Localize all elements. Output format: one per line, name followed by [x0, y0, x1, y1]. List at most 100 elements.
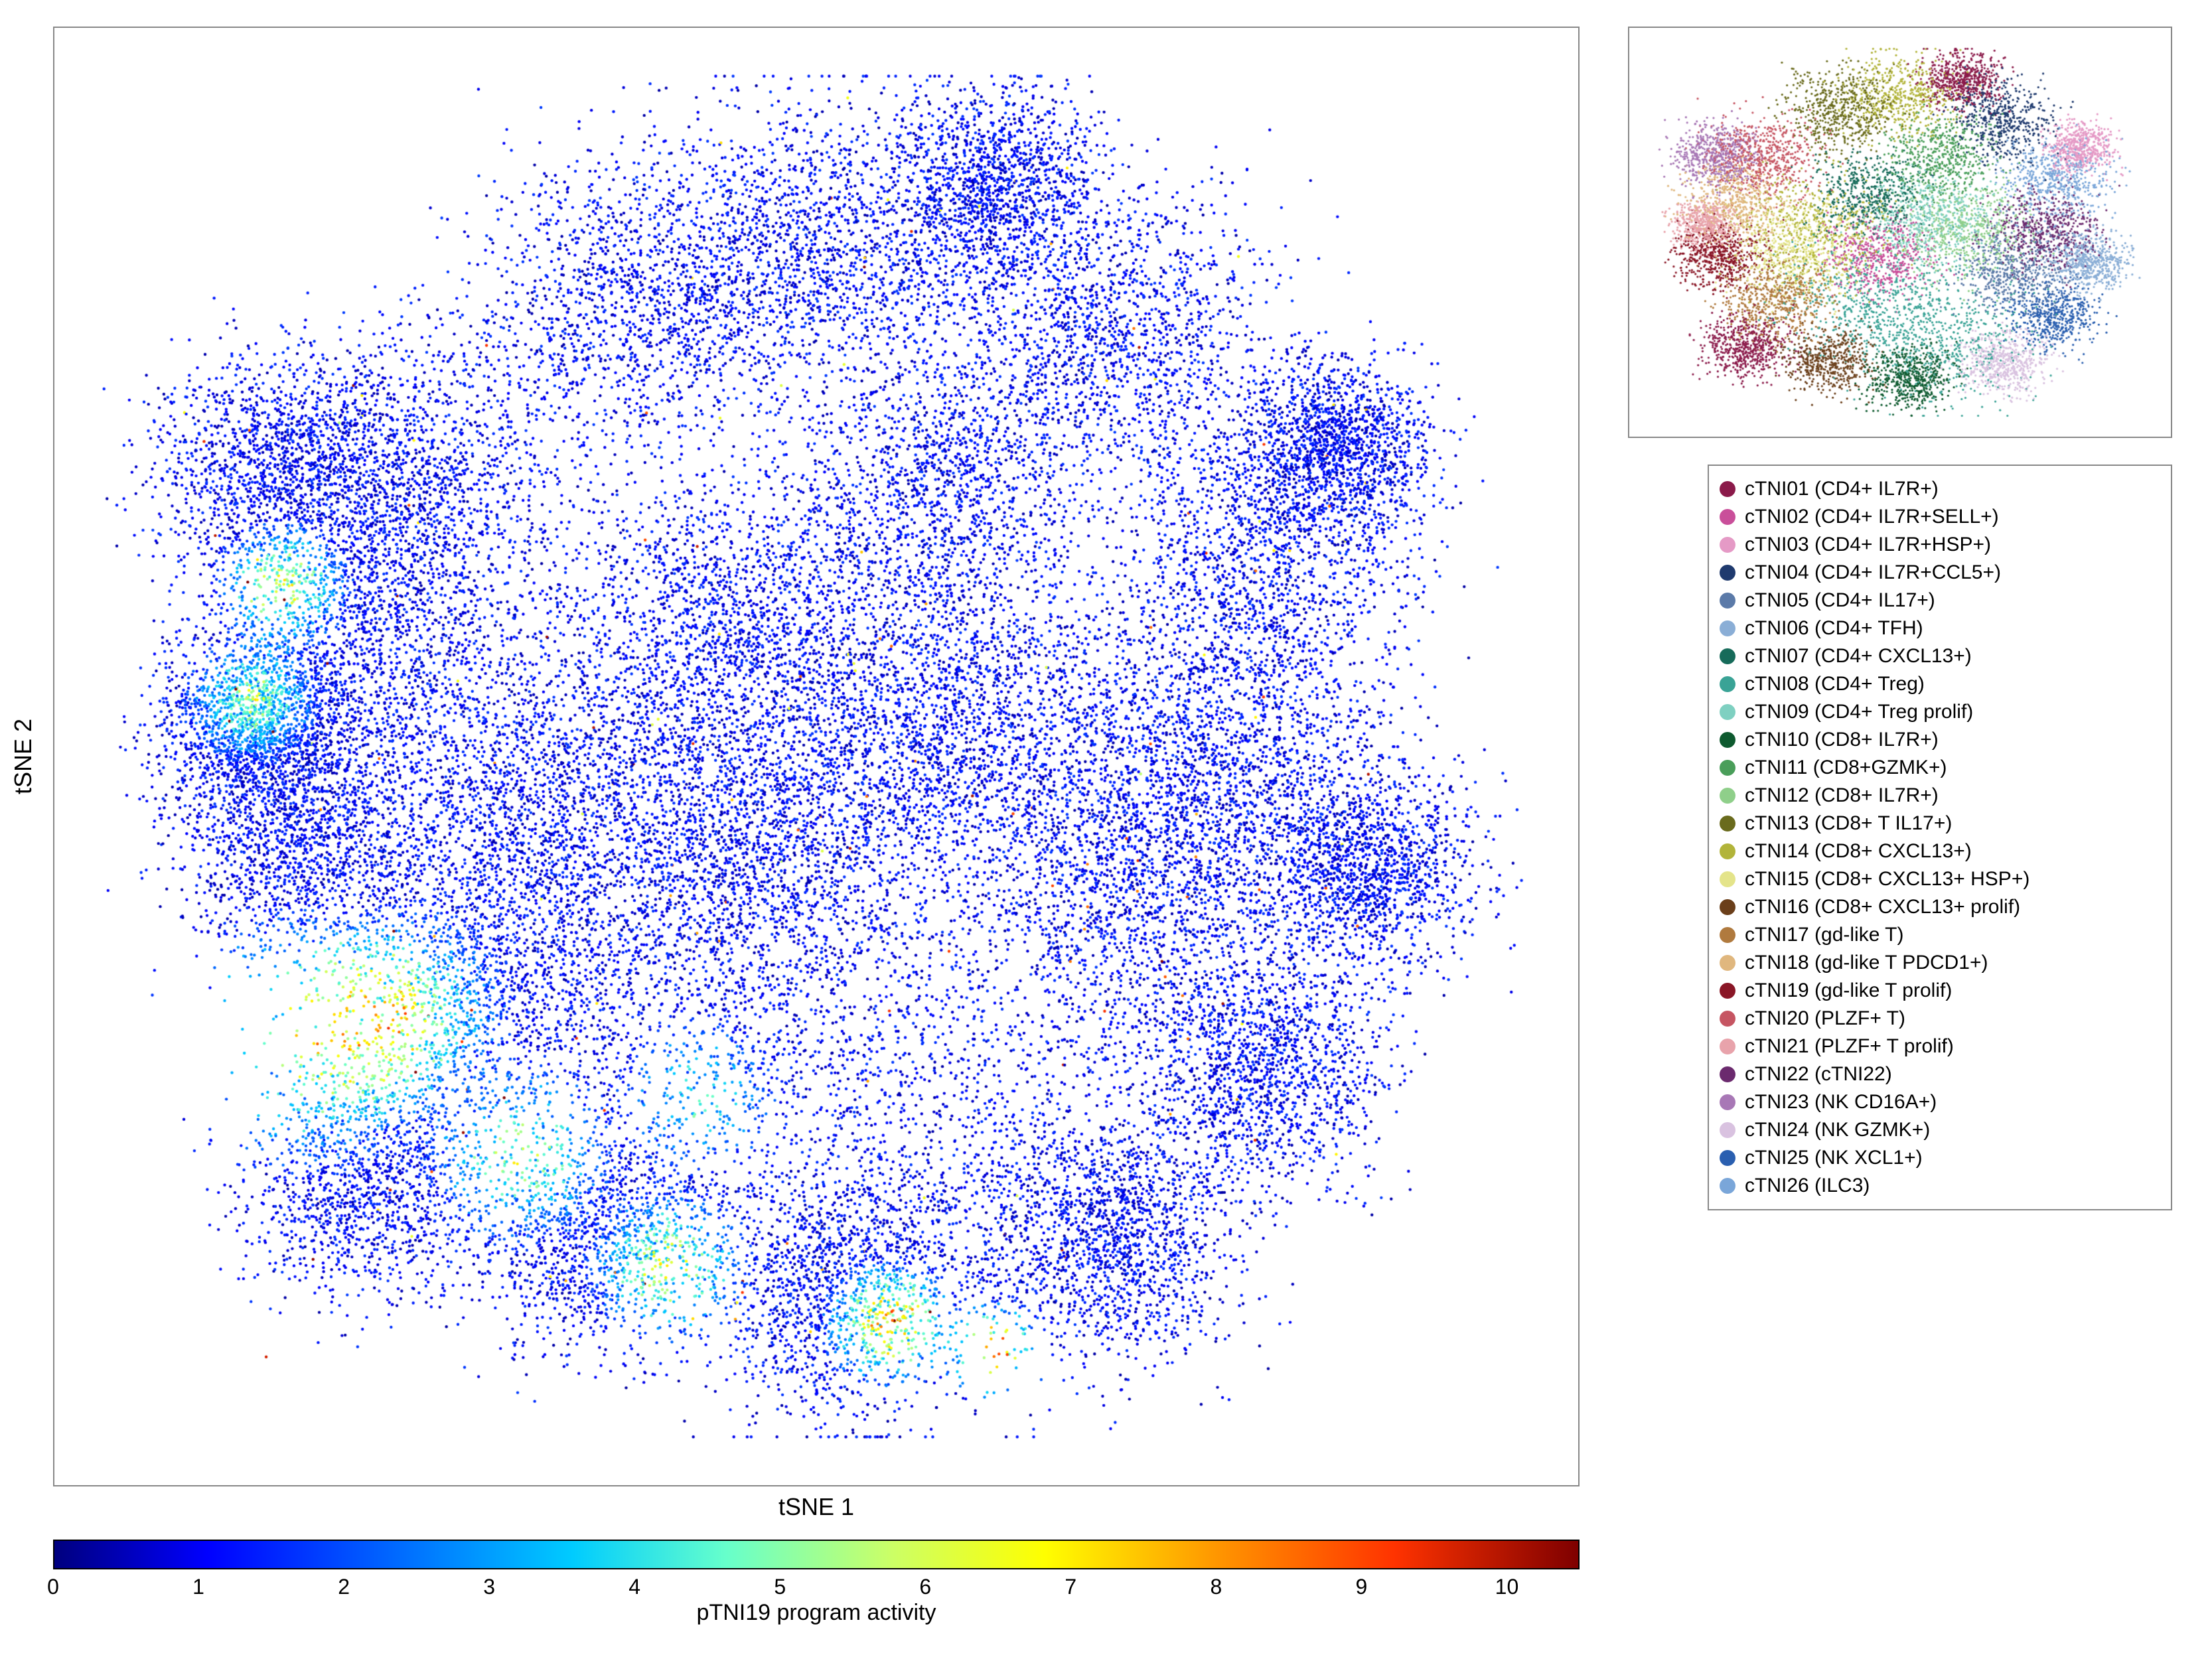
legend-item: cTNI15 (CD8+ CXCL13+ HSP+) [1720, 865, 2160, 893]
legend-label: cTNI11 (CD8+GZMK+) [1745, 757, 1947, 779]
legend-label: cTNI17 (gd-like T) [1745, 924, 1904, 946]
legend-item: cTNI02 (CD4+ IL7R+SELL+) [1720, 503, 2160, 531]
legend-item: cTNI13 (CD8+ T IL17+) [1720, 810, 2160, 837]
legend-label: cTNI07 (CD4+ CXCL13+) [1745, 645, 1972, 668]
legend-item: cTNI03 (CD4+ IL7R+HSP+) [1720, 531, 2160, 559]
legend-item: cTNI19 (gd-like T prolif) [1720, 977, 2160, 1005]
colorbar-gradient [53, 1540, 1580, 1569]
legend-swatch [1720, 620, 1735, 636]
colorbar-tick: 5 [774, 1575, 786, 1599]
legend-label: cTNI25 (NK XCL1+) [1745, 1147, 1923, 1169]
legend-label: cTNI24 (NK GZMK+) [1745, 1119, 1930, 1141]
legend-label: cTNI16 (CD8+ CXCL13+ prolif) [1745, 896, 2020, 918]
legend-swatch [1720, 760, 1735, 776]
colorbar-tick: 9 [1356, 1575, 1368, 1599]
colorbar-tick: 7 [1065, 1575, 1076, 1599]
legend-label: cTNI13 (CD8+ T IL17+) [1745, 812, 1952, 835]
legend-swatch [1720, 1094, 1735, 1110]
colorbar: 012345678910 pTNI19 program activity [53, 1540, 1580, 1632]
y-axis-label: tSNE 2 [7, 27, 40, 1486]
legend-swatch [1720, 843, 1735, 859]
legend-item: cTNI26 (ILC3) [1720, 1172, 2160, 1200]
legend-swatch [1720, 481, 1735, 497]
legend-item: cTNI24 (NK GZMK+) [1720, 1116, 2160, 1144]
main-tsne-plot [53, 27, 1580, 1486]
legend-item: cTNI12 (CD8+ IL7R+) [1720, 782, 2160, 810]
colorbar-ticks: 012345678910 [53, 1569, 1580, 1596]
legend-item: cTNI08 (CD4+ Treg) [1720, 670, 2160, 698]
colorbar-tick: 2 [338, 1575, 350, 1599]
legend-item: cTNI07 (CD4+ CXCL13+) [1720, 642, 2160, 670]
legend-swatch [1720, 732, 1735, 748]
legend-label: cTNI26 (ILC3) [1745, 1175, 1870, 1197]
legend-swatch [1720, 1011, 1735, 1027]
legend-item: cTNI10 (CD8+ IL7R+) [1720, 726, 2160, 754]
legend-label: cTNI21 (PLZF+ T prolif) [1745, 1035, 1954, 1058]
legend-swatch [1720, 1039, 1735, 1054]
legend-label: cTNI10 (CD8+ IL7R+) [1745, 729, 1939, 751]
legend-item: cTNI06 (CD4+ TFH) [1720, 614, 2160, 642]
legend-label: cTNI02 (CD4+ IL7R+SELL+) [1745, 506, 1999, 528]
legend-label: cTNI03 (CD4+ IL7R+HSP+) [1745, 534, 1991, 556]
legend-item: cTNI25 (NK XCL1+) [1720, 1144, 2160, 1172]
legend-item: cTNI17 (gd-like T) [1720, 921, 2160, 949]
legend-label: cTNI14 (CD8+ CXCL13+) [1745, 840, 1972, 863]
legend-label: cTNI01 (CD4+ IL7R+) [1745, 478, 1939, 500]
legend-swatch [1720, 899, 1735, 915]
legend-swatch [1720, 871, 1735, 887]
legend-label: cTNI12 (CD8+ IL7R+) [1745, 784, 1939, 807]
legend-item: cTNI22 (cTNI22) [1720, 1060, 2160, 1088]
legend-item: cTNI14 (CD8+ CXCL13+) [1720, 837, 2160, 865]
legend-item: cTNI11 (CD8+GZMK+) [1720, 754, 2160, 782]
legend-label: cTNI22 (cTNI22) [1745, 1063, 1892, 1086]
legend-item: cTNI23 (NK CD16A+) [1720, 1088, 2160, 1116]
legend-swatch [1720, 537, 1735, 553]
legend-swatch [1720, 565, 1735, 581]
colorbar-tick: 4 [628, 1575, 640, 1599]
legend-swatch [1720, 1178, 1735, 1194]
cluster-legend: cTNI01 (CD4+ IL7R+) cTNI02 (CD4+ IL7R+SEL… [1708, 465, 2172, 1210]
legend-label: cTNI20 (PLZF+ T) [1745, 1007, 1905, 1030]
legend-swatch [1720, 1066, 1735, 1082]
legend-label: cTNI23 (NK CD16A+) [1745, 1091, 1937, 1114]
legend-item: cTNI04 (CD4+ IL7R+CCL5+) [1720, 559, 2160, 587]
legend-label: cTNI19 (gd-like T prolif) [1745, 979, 1952, 1002]
legend-label: cTNI05 (CD4+ IL17+) [1745, 589, 1935, 612]
legend-swatch [1720, 816, 1735, 831]
legend-swatch [1720, 1122, 1735, 1138]
legend-swatch [1720, 955, 1735, 971]
legend-item: cTNI21 (PLZF+ T prolif) [1720, 1033, 2160, 1060]
main-scatter-canvas [54, 28, 1578, 1485]
legend-swatch [1720, 593, 1735, 609]
colorbar-tick: 3 [483, 1575, 495, 1599]
x-axis-label: tSNE 1 [53, 1493, 1580, 1521]
inset-scatter-canvas [1629, 28, 2171, 437]
legend-swatch [1720, 509, 1735, 525]
colorbar-label: pTNI19 program activity [53, 1600, 1580, 1626]
legend-label: cTNI04 (CD4+ IL7R+CCL5+) [1745, 561, 2001, 584]
legend-label: cTNI08 (CD4+ Treg) [1745, 673, 1925, 695]
legend-swatch [1720, 927, 1735, 943]
inset-cluster-plot [1628, 27, 2172, 438]
legend-swatch [1720, 788, 1735, 804]
legend-label: cTNI15 (CD8+ CXCL13+ HSP+) [1745, 868, 2029, 891]
legend-item: cTNI09 (CD4+ Treg prolif) [1720, 698, 2160, 726]
colorbar-tick: 0 [47, 1575, 59, 1599]
legend-label: cTNI09 (CD4+ Treg prolif) [1745, 701, 1973, 723]
legend-item: cTNI20 (PLZF+ T) [1720, 1005, 2160, 1033]
colorbar-tick: 6 [919, 1575, 931, 1599]
legend-label: cTNI18 (gd-like T PDCD1+) [1745, 952, 1988, 974]
legend-item: cTNI01 (CD4+ IL7R+) [1720, 475, 2160, 503]
colorbar-tick: 1 [192, 1575, 204, 1599]
legend-swatch [1720, 704, 1735, 720]
legend-label: cTNI06 (CD4+ TFH) [1745, 617, 1923, 640]
legend-item: cTNI16 (CD8+ CXCL13+ prolif) [1720, 893, 2160, 921]
legend-item: cTNI05 (CD4+ IL17+) [1720, 587, 2160, 614]
colorbar-tick: 8 [1210, 1575, 1222, 1599]
legend-swatch [1720, 983, 1735, 999]
legend-swatch [1720, 676, 1735, 692]
colorbar-tick: 10 [1495, 1575, 1519, 1599]
legend-swatch [1720, 648, 1735, 664]
legend-item: cTNI18 (gd-like T PDCD1+) [1720, 949, 2160, 977]
legend-swatch [1720, 1150, 1735, 1166]
